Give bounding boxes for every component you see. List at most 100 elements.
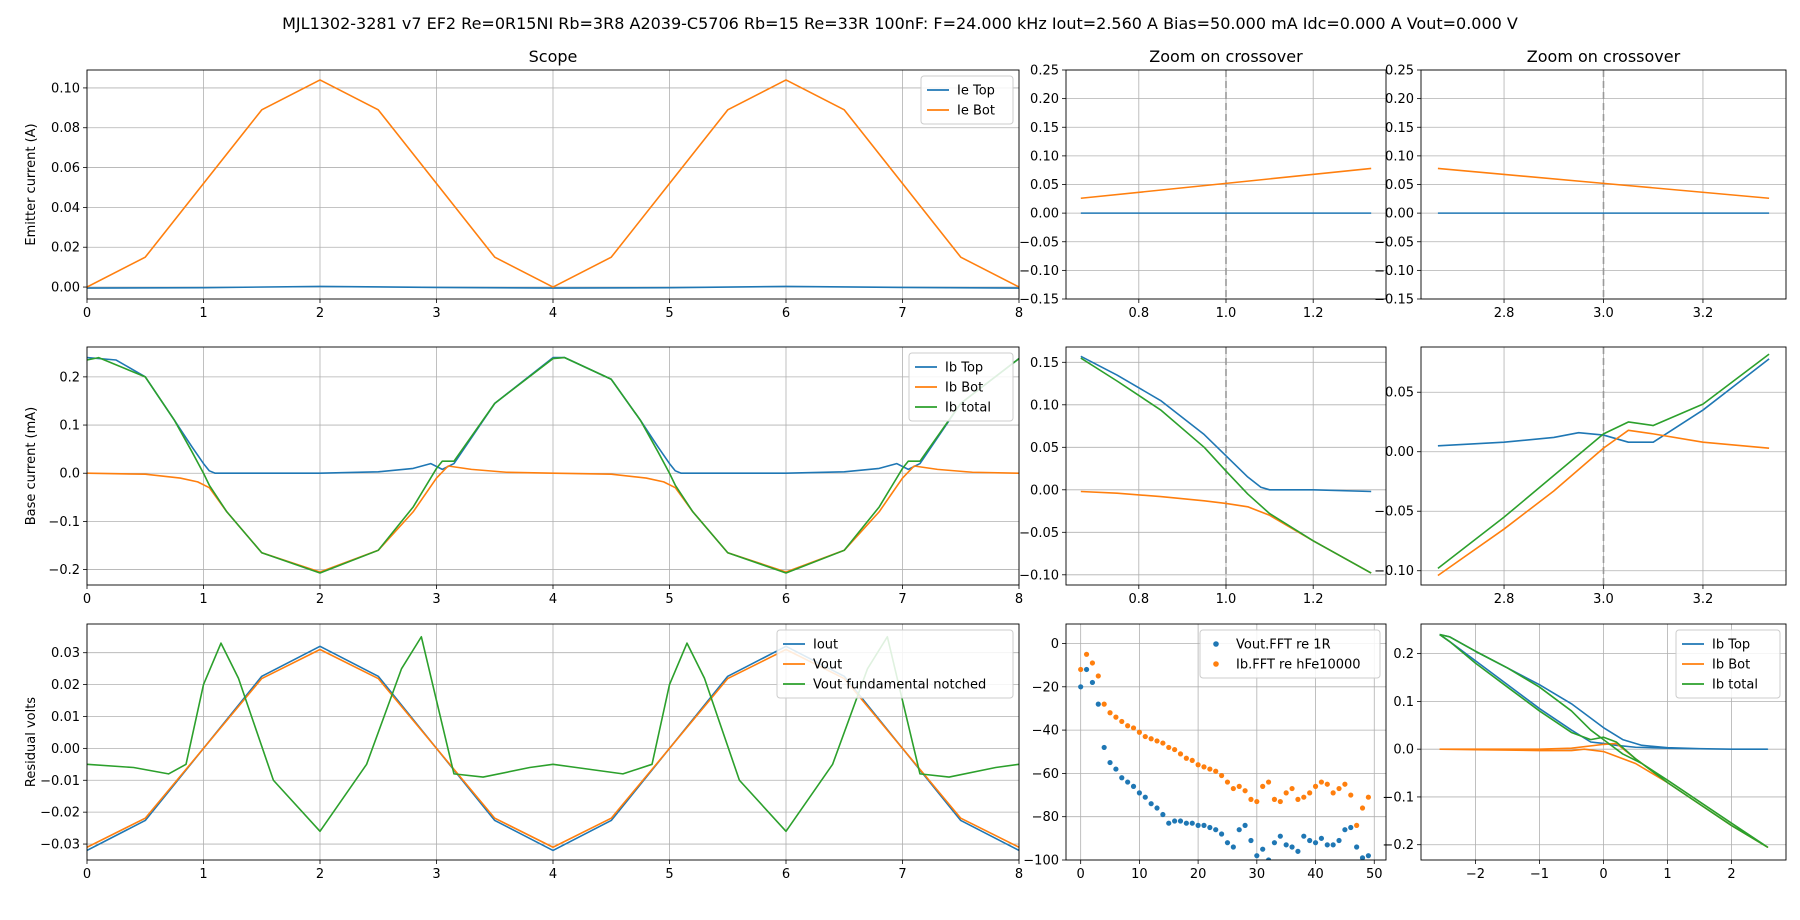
y-tick-label: −100 [1023,854,1059,869]
axes-frame [86,69,1020,300]
series-ib-total-line [1080,357,1372,574]
x-tick-label: 3 [432,867,440,882]
series-ib-total-line [1439,633,1769,848]
data-point [1142,794,1148,800]
data-point [1312,840,1319,846]
data-point [1189,820,1195,826]
y-tick-label: 0.00 [51,742,80,757]
data-point [1183,820,1189,826]
data-point [1248,837,1254,844]
data-point [1218,831,1225,837]
data-point [1095,673,1101,679]
data-point [1359,805,1366,811]
data-point [1119,775,1125,781]
y-tick-label: −20 [1032,680,1059,695]
data-point [1166,744,1172,751]
data-point [1365,853,1371,859]
y-tick-label: −0.2 [48,563,80,578]
x-tick-label: 2 [316,867,324,882]
chart-title: Zoom on crossover [1527,47,1681,66]
x-tick-label: 50 [1366,867,1383,882]
y-tick-label: 0.2 [59,370,80,385]
y-tick-label: −0.10 [1374,264,1414,279]
data-point [1166,820,1172,826]
x-tick-label: 0.8 [1128,592,1149,607]
y-tick-label: −0.10 [1019,568,1059,583]
legend-entry-ib-total: Ib total [1712,678,1758,693]
series-ie-bot-line [87,79,1019,288]
x-tick-label: 4 [549,592,557,607]
y-tick-label: 0.15 [1385,121,1414,136]
y-tick-label: −0.1 [48,515,80,530]
chart-title: Zoom on crossover [1149,47,1303,66]
data-point [1236,827,1242,833]
series-ib-fft-re-hfe10000 [1078,651,1371,828]
y-tick-label: −0.02 [40,806,80,821]
legend-entry-iout: Iout [813,638,838,653]
data-point [1107,710,1113,716]
y-tick-label: 0.15 [1030,356,1059,371]
data-point [1119,718,1125,725]
data-point [1083,666,1090,673]
legend-entry-ib-bot: Ib Bot [1712,658,1750,673]
x-tick-label: −1 [1530,867,1549,882]
x-tick-label: 40 [1307,867,1324,882]
y-tick-label: 0.0 [1393,743,1414,758]
data-point [1295,796,1301,802]
y-tick-label: 0.00 [51,281,80,296]
axes-frame [86,346,1020,586]
legend-entry-vout-fft-re-1r: Vout.FFT re 1R [1236,638,1331,653]
x-tick-label: 1.0 [1216,306,1237,321]
y-tick-label: 0.20 [1385,92,1414,107]
data-point [1107,759,1113,766]
x-tick-label: 0 [1077,867,1085,882]
data-point [1113,766,1119,772]
data-point [1154,805,1160,811]
y-tick-label: 0.0 [59,467,80,482]
x-tick-label: 0.8 [1128,306,1149,321]
y-tick-label: 0.08 [51,121,80,136]
y-tick-label: 0.00 [1030,483,1059,498]
y-tick-label: 0.05 [1385,386,1414,401]
series-ib-top-line [1080,355,1372,493]
data-point [1177,751,1184,757]
chart-scope-base: 0 1 2 3 4 5 6 7 8 −0.2 −0.1 0.0 0.1 0.2 Base current (… [24,346,1023,607]
data-point [1354,822,1360,828]
data-point [1195,762,1201,768]
data-point [1307,837,1313,844]
data-point [1348,824,1354,831]
legend-entry-vout: Vout [813,658,842,673]
x-tick-label: 5 [665,867,673,882]
data-point [1307,790,1313,796]
data-point [1301,794,1307,800]
data-point [1248,796,1254,802]
axes-frame [86,623,1020,861]
data-point [1283,842,1289,848]
data-point [1101,744,1107,751]
y-tick-label: 0.00 [1385,445,1414,460]
data-point [1295,848,1301,854]
data-point [1213,768,1219,774]
chart-scope-emitter: 0 1 2 3 4 5 6 7 8 0.00 0.02 0.04 0.06 0.08 0.10 Scope Em… [24,47,1023,321]
y-axis-label: Base current (mA) [24,407,39,526]
data-point [1213,827,1219,833]
chart-fft: 0 10 20 30 40 50 −100 −80 −60 −40 −20 0 Vout.FFT re … [1023,623,1387,882]
y-tick-label: 0.20 [1030,92,1059,107]
data-point [1301,833,1307,839]
x-tick-label: 10 [1131,867,1148,882]
legend-entry-vout-fundamental-notched: Vout fundamental notched [813,678,986,693]
x-tick-label: 6 [782,867,790,882]
data-point [1113,714,1119,720]
chart-zoom-base-1: 0.8 1.0 1.2 −0.10 −0.05 0.00 0.05 0.10 0.15 [1019,346,1387,607]
chart-zoom-emitter-3: 2.8 3.0 3.2 −0.15 −0.10 −0.05 0.00 0.05 0.10 0.15… [1374,47,1787,321]
x-tick-label: 1 [199,306,207,321]
x-tick-label: 7 [898,867,906,882]
x-tick-label: 3.2 [1693,306,1714,321]
y-tick-label: 0.03 [51,646,80,661]
data-point [1324,842,1330,848]
data-point [1224,840,1231,846]
data-point [1260,846,1266,852]
chart-scope-residual: 0 1 2 3 4 5 6 7 8 −0.03 −0.02 −0.01 0.00 0.01 0.02 0.03… [24,623,1023,882]
data-point [1195,822,1201,828]
series-ib-top-line [1439,633,1769,750]
